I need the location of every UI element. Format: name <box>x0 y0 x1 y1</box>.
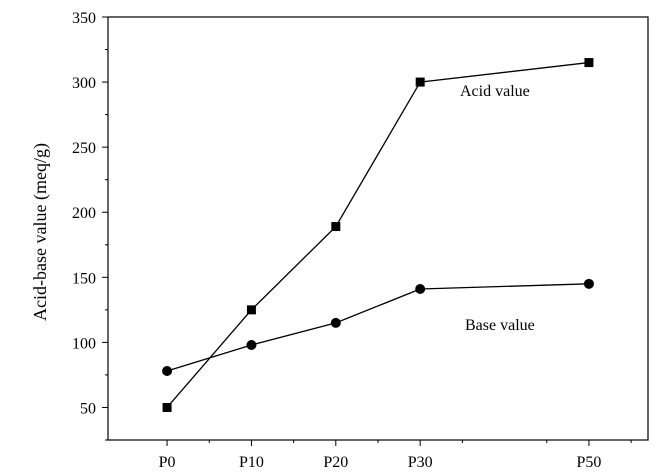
acid-value-point <box>246 305 256 315</box>
x-tick-label: P10 <box>239 454 264 471</box>
y-tick-label: 50 <box>80 400 96 417</box>
plot-frame <box>107 16 649 441</box>
acid-value-point <box>584 58 594 68</box>
y-tick-label: 100 <box>72 335 96 352</box>
y-axis-title: Acid-base value (meq/g) <box>30 143 51 321</box>
y-tick-label: 300 <box>72 75 96 92</box>
plot-area-border <box>107 16 649 441</box>
base-value-point <box>415 284 426 295</box>
y-tick-label: 250 <box>72 140 96 157</box>
base-value-point <box>246 339 257 350</box>
y-tick-label: 150 <box>72 270 96 287</box>
y-tick-label: 350 <box>72 10 96 27</box>
acid-value-point <box>331 222 341 232</box>
acid-value-point <box>415 77 425 87</box>
x-tick-label: P30 <box>408 454 433 471</box>
acid-value-point <box>162 402 172 412</box>
x-tick-label: P20 <box>323 454 348 471</box>
acid-value-annotation: Acid value <box>460 83 530 100</box>
y-tick-label: 200 <box>72 205 96 222</box>
x-tick-label: P0 <box>159 454 176 471</box>
x-tick-label: P50 <box>576 454 601 471</box>
base-value-point <box>330 317 341 328</box>
base-value-point <box>162 366 173 377</box>
base-value-annotation: Base value <box>465 317 535 334</box>
series-group <box>162 58 594 412</box>
y-axis-ticks: 50 100 150 200 250 300 350 <box>72 10 108 441</box>
base-value-point <box>583 278 594 289</box>
x-axis-ticks: P0 P10 P20 P30 P50 <box>159 440 632 471</box>
acid-value-line <box>166 61 590 408</box>
